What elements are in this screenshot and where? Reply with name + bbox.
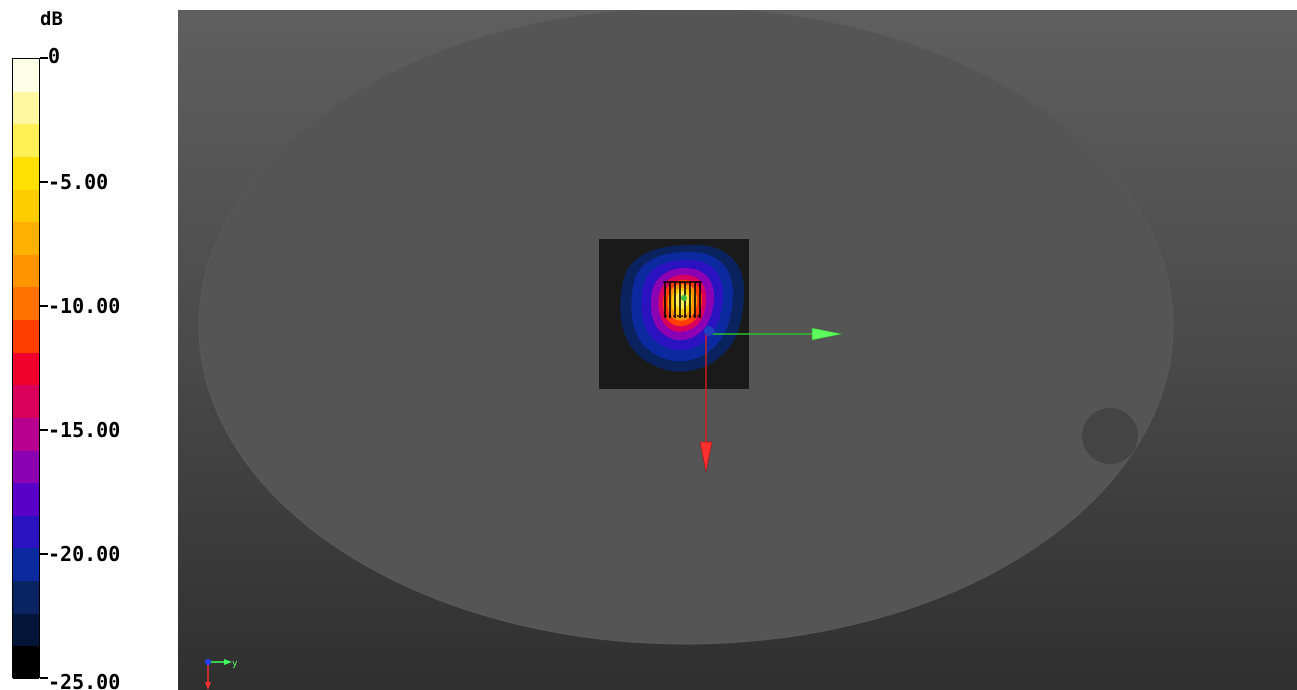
legend-tick-label: -20.00 [48,542,121,566]
color-band [13,483,39,517]
legend-tick-mark [40,677,48,679]
legend-tick-mark [40,181,48,183]
legend-tick-mark [40,553,48,555]
legend-tick-label: -15.00 [48,418,121,442]
color-band [13,254,39,288]
color-band [13,91,39,125]
z-axis-origin-icon [704,326,714,336]
color-band [13,613,39,647]
axes [699,326,843,473]
scene-svg: y [198,10,1174,690]
antenna-slots [663,281,702,318]
color-legend: dB 0 -5.00 -10.00 -15.00 -20.00 -25.00 [0,0,178,690]
orientation-triad-icon: y [205,659,238,690]
x-axis-arrow-icon [699,441,713,473]
color-band [13,189,39,223]
color-scale-bar [12,58,40,680]
color-band [13,450,39,484]
color-band [13,222,39,256]
color-band [13,287,39,321]
color-band [13,646,39,680]
legend-tick-mark [40,305,48,307]
legend-unit-label: dB [40,8,63,30]
center-marker [681,295,687,301]
legend-tick-label: 0 [48,44,61,68]
color-band [13,156,39,191]
color-band [13,581,39,615]
legend-tick-label: -5.00 [48,170,109,194]
legend-tick-mark [40,429,48,431]
color-band [13,59,39,93]
triad-y-label: y [232,659,238,669]
3d-viewport[interactable]: y [178,10,1297,690]
color-band [13,515,39,549]
color-band [13,124,39,158]
color-band [13,548,39,582]
color-band [13,320,39,354]
color-band [13,385,39,419]
legend-tick-label: -25.00 [48,670,121,690]
y-axis-arrow-icon [811,327,843,341]
legend-tick-label: -10.00 [48,294,121,318]
legend-tick-mark [40,57,48,59]
color-band [13,352,39,386]
reference-marker-circle [1082,408,1138,464]
color-band [13,417,39,452]
